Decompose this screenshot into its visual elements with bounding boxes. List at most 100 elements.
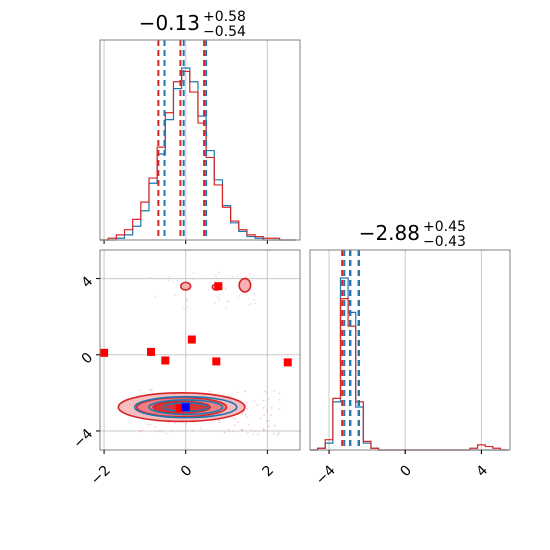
red-square-marker <box>147 347 156 356</box>
sample-point <box>232 417 235 420</box>
sample-point <box>247 423 250 426</box>
param-1-title: −0.13 +0.58 −0.54 <box>139 9 246 40</box>
sample-point <box>277 433 279 436</box>
sample-point <box>185 422 188 425</box>
sample-point <box>225 307 228 309</box>
density-island <box>180 281 192 291</box>
hist2-series-1 <box>310 277 509 451</box>
sample-point <box>192 272 195 274</box>
red-square-marker <box>187 335 196 344</box>
sample-point <box>146 423 149 426</box>
sample-point <box>213 302 216 304</box>
sample-point <box>171 430 174 433</box>
sample-point <box>154 295 156 298</box>
sample-point <box>188 274 191 276</box>
hist1-series-1 <box>100 67 296 241</box>
sample-point <box>237 421 239 424</box>
sample-point <box>149 423 152 426</box>
sample-point <box>168 275 171 278</box>
sample-point <box>252 432 254 435</box>
sample-point <box>173 294 176 297</box>
sample-point <box>273 425 276 427</box>
sample-point <box>186 306 189 309</box>
sample-point <box>208 390 211 393</box>
sample-point <box>219 299 221 302</box>
sample-point <box>268 420 271 422</box>
hist2-series-2 <box>310 298 509 451</box>
sample-point <box>247 431 249 434</box>
param-1-xtick-label: 0 <box>178 462 196 480</box>
sample-point <box>185 299 188 302</box>
sample-point <box>273 390 276 393</box>
sample-point <box>139 389 142 392</box>
sample-point <box>149 276 151 279</box>
histogram-param-1-frame <box>99 39 301 241</box>
sample-point <box>273 432 275 435</box>
sample-point <box>200 427 203 430</box>
sample-point <box>246 407 248 410</box>
hist1-series-2 <box>100 70 296 241</box>
sample-point <box>263 414 266 417</box>
density-island <box>238 277 252 293</box>
sample-point <box>254 293 256 295</box>
param-1-title-value: −0.13 <box>139 11 200 35</box>
sample-point <box>262 427 265 430</box>
sample-point <box>248 304 250 306</box>
sample-point <box>242 411 245 413</box>
sample-point <box>257 433 260 436</box>
sample-point <box>171 280 174 283</box>
sample-point <box>223 431 226 434</box>
param-2-ytick-label: −4 <box>70 426 96 452</box>
sample-point <box>256 404 259 406</box>
sample-point <box>278 432 280 434</box>
sample-point <box>278 399 281 401</box>
sample-point <box>234 417 237 420</box>
sample-point <box>262 399 265 402</box>
red-square-marker <box>161 356 170 365</box>
param-2-xtick-label: 4 <box>474 462 492 480</box>
sample-point <box>270 406 273 409</box>
red-square-marker <box>212 357 221 366</box>
sample-point <box>254 430 257 433</box>
sample-point <box>278 392 281 395</box>
sample-point <box>150 389 153 392</box>
red-square-marker <box>100 348 109 357</box>
sample-point <box>266 391 269 394</box>
param-2-ytick-label: 4 <box>79 273 97 291</box>
series-a-contour-3 <box>162 402 209 413</box>
sample-point <box>264 390 266 393</box>
param-2-xtick-label: 0 <box>397 462 415 480</box>
sample-point <box>270 414 273 416</box>
sample-point <box>250 428 253 431</box>
sample-point <box>158 430 161 433</box>
sample-point <box>139 430 142 432</box>
sample-point <box>237 275 239 277</box>
sample-point <box>176 280 179 282</box>
joint-density-panel: −2 0 2 −4 0 4 <box>70 249 301 488</box>
blue-square-marker <box>181 403 190 412</box>
sample-point <box>245 416 248 418</box>
sample-point <box>168 279 170 282</box>
sample-point <box>160 430 163 433</box>
sample-point <box>167 421 170 424</box>
sample-point <box>228 430 231 433</box>
sample-point <box>241 428 243 431</box>
sample-point <box>236 297 238 300</box>
sample-point <box>267 398 270 400</box>
param-1-xtick-label: −2 <box>88 462 114 488</box>
sample-point <box>245 275 248 278</box>
param-2-xtick-label: −4 <box>313 462 339 488</box>
sample-point <box>183 308 185 310</box>
sample-point <box>245 293 247 296</box>
red-square-marker <box>283 358 292 367</box>
param-2-title-value: −2.88 <box>359 221 420 245</box>
sample-point <box>233 423 236 426</box>
sample-point <box>225 287 227 290</box>
sample-point <box>249 303 252 305</box>
sample-point <box>173 421 176 424</box>
param-1-title-lower: −0.54 <box>203 24 246 40</box>
sample-point <box>229 395 232 397</box>
histogram-param-2-frame <box>309 249 511 451</box>
sample-point <box>231 276 234 278</box>
